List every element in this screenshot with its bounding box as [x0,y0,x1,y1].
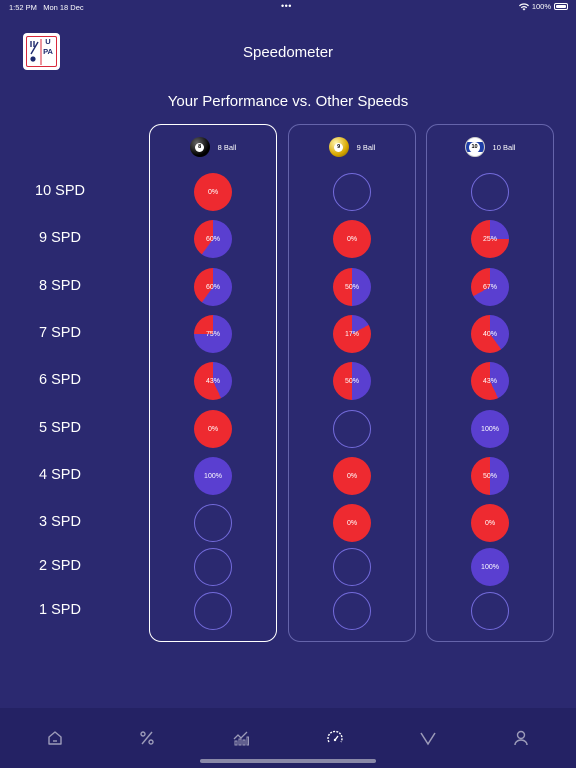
win-rate-pie[interactable]: 43% [471,362,509,400]
speed-row-label: 3 SPD [39,514,81,530]
win-rate-pie[interactable]: 0% [333,457,371,495]
win-rate-label: 100% [481,563,499,571]
column-label: 9 Ball [356,142,376,152]
upa-logo-mark [30,39,42,65]
win-rate-label: 60% [205,235,220,243]
win-rate-label: 0% [207,425,219,433]
win-rate-label: 100% [204,472,222,480]
battery-percent: 100% [531,2,551,11]
page-title: Speedometer [242,44,334,61]
empty-speed-circle [333,592,371,630]
column-9-ball[interactable]: 9 9 Ball 0% 50% 17% 50% 0% 0% [288,124,416,642]
win-rate-pie[interactable]: 0% [194,173,232,211]
multitasking-dots[interactable]: ••• [281,1,292,11]
win-rate-label: 0% [346,519,358,527]
win-rate-pie[interactable]: 0% [333,504,371,542]
win-rate-pie[interactable]: 100% [194,457,232,495]
column-label: 8 Ball [217,142,237,152]
empty-speed-circle [333,410,371,448]
win-rate-label: 40% [482,330,497,338]
profile-icon[interactable] [512,729,530,747]
win-rate-label: 0% [484,519,496,527]
win-rate-pie[interactable]: 50% [333,362,371,400]
win-rate-label: 17% [344,330,359,338]
chevron-down-icon[interactable] [419,729,437,747]
win-rate-pie[interactable]: 43% [194,362,232,400]
win-rate-label: 50% [482,472,497,480]
win-rate-pie[interactable]: 50% [333,268,371,306]
empty-speed-circle [333,548,371,586]
win-rate-label: 43% [482,377,497,385]
empty-speed-circle [471,173,509,211]
column-label: 10 Ball [492,142,516,152]
empty-speed-circle [471,592,509,630]
win-rate-pie[interactable]: 17% [333,315,371,353]
status-bar: 1:52 PM Mon 18 Dec ••• 100% [0,0,576,14]
speed-row-label: 5 SPD [39,420,81,436]
win-rate-label: 43% [205,377,220,385]
win-rate-label: 0% [207,188,219,196]
section-subtitle: Your Performance vs. Other Speeds [167,93,409,110]
battery-icon [554,3,568,10]
win-rate-pie[interactable]: 0% [194,410,232,448]
win-rate-pie[interactable]: 67% [471,268,509,306]
speed-row-label: 2 SPD [39,558,81,574]
win-rate-pie[interactable]: 0% [333,220,371,258]
speed-row-label: 9 SPD [39,230,81,246]
percent-icon[interactable] [138,729,156,747]
empty-speed-circle [194,548,232,586]
stats-chart-icon[interactable] [232,729,250,747]
speed-row-label: 1 SPD [39,602,81,618]
nine-ball-icon: 9 [328,137,349,157]
column-header: 10 10 Ball [427,137,553,157]
speedometer-icon[interactable] [326,729,344,747]
win-rate-pie[interactable]: 100% [471,548,509,586]
logo-letters: UPA [43,37,53,56]
win-rate-label: 0% [346,472,358,480]
win-rate-pie[interactable]: 60% [194,268,232,306]
win-rate-pie[interactable]: 60% [194,220,232,258]
win-rate-label: 60% [205,283,220,291]
status-time: 1:52 PM Mon 18 Dec [9,3,84,12]
column-10-ball[interactable]: 10 10 Ball 25% 67% 40% 43% 100% 50% 0% 100% [426,124,554,642]
speed-row-label: 10 SPD [35,183,85,199]
win-rate-label: 25% [482,235,497,243]
win-rate-pie[interactable]: 100% [471,410,509,448]
win-rate-label: 0% [346,235,358,243]
column-header: 9 9 Ball [289,137,415,157]
wifi-icon [518,2,529,10]
column-header: 8 8 Ball [150,137,276,157]
home-indicator [200,759,376,763]
speed-row-label: 8 SPD [39,278,81,294]
column-8-ball[interactable]: 8 8 Ball 0% 60% 60% 75% 43% 0% 100% [149,124,277,642]
speed-row-label: 7 SPD [39,325,81,341]
empty-speed-circle [194,592,232,630]
win-rate-pie[interactable]: 75% [194,315,232,353]
win-rate-label: 67% [482,283,497,291]
win-rate-pie[interactable]: 50% [471,457,509,495]
win-rate-pie[interactable]: 25% [471,220,509,258]
home-icon[interactable] [46,729,64,747]
empty-speed-circle [194,504,232,542]
upa-logo[interactable]: UPA [23,33,60,70]
win-rate-label: 100% [481,425,499,433]
empty-speed-circle [333,173,371,211]
ten-ball-icon: 10 [464,137,485,157]
eight-ball-icon: 8 [189,137,210,157]
bottom-tab-bar [0,708,576,768]
speed-row-label: 4 SPD [39,467,81,483]
win-rate-label: 50% [344,283,359,291]
win-rate-label: 50% [344,377,359,385]
win-rate-pie[interactable]: 0% [471,504,509,542]
status-indicators: 100% [518,2,568,11]
speed-row-label: 6 SPD [39,372,81,388]
win-rate-label: 75% [205,330,220,338]
win-rate-pie[interactable]: 40% [471,315,509,353]
